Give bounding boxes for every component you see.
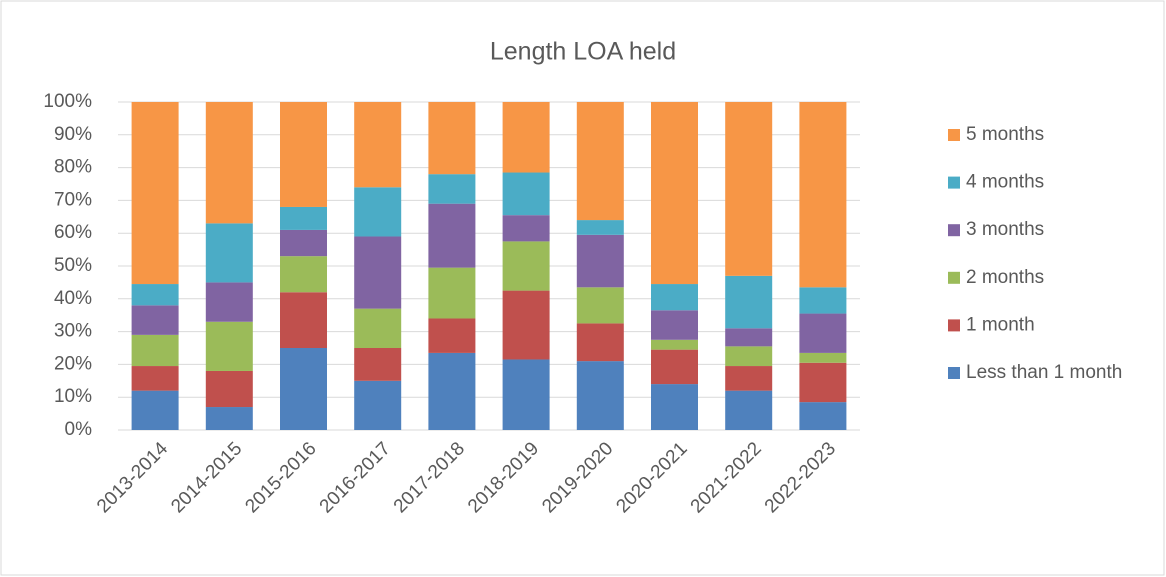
bar-segment [280, 256, 327, 293]
bar-segment [354, 348, 402, 381]
bar-segment [354, 236, 402, 309]
legend-swatch [948, 319, 960, 332]
bar-segment [502, 359, 550, 430]
legend-swatch [948, 367, 960, 379]
bar-segment [428, 352, 476, 430]
bar-segment [205, 282, 253, 322]
bar-segment [576, 234, 624, 288]
legend-label: 2 months [966, 267, 1044, 288]
bar-segment [576, 323, 624, 362]
bar-segment [502, 215, 550, 242]
y-tick-label: 10% [54, 386, 92, 407]
bar-segment [428, 102, 476, 175]
bar-segment [131, 102, 179, 285]
bar-segment [205, 223, 253, 283]
legend-swatch [948, 129, 960, 141]
bar-segment [651, 339, 698, 350]
bar-segment [799, 313, 847, 353]
bar-segment [205, 102, 253, 224]
bar-segment [354, 102, 402, 188]
bar-segment [428, 267, 476, 319]
bar-segment [131, 334, 179, 367]
bar-segment [428, 174, 476, 204]
bar-segment [799, 102, 847, 288]
legend-swatch [948, 224, 960, 237]
y-tick-label: 60% [54, 222, 92, 243]
bar-segment [131, 366, 179, 391]
bar-segment [799, 402, 847, 430]
bar-segment [725, 390, 773, 430]
bar-segment [280, 229, 327, 257]
bar-segment [651, 349, 698, 385]
legend-swatch [948, 271, 960, 284]
y-tick-label: 100% [43, 91, 92, 112]
bar-segment [725, 366, 773, 391]
y-tick-label: 40% [54, 288, 92, 309]
bar-segment [502, 172, 550, 216]
bar-segment [131, 390, 179, 430]
bar-segment [725, 275, 773, 329]
bar-segment [205, 370, 253, 408]
y-tick-label: 90% [54, 124, 92, 145]
bar-segment [131, 284, 179, 306]
bar-segment [354, 380, 402, 430]
bar-segment [280, 206, 327, 230]
bar-segment [428, 203, 476, 268]
bar-segment [651, 384, 698, 430]
bar-segment [725, 328, 773, 347]
y-tick-label: 30% [54, 321, 92, 342]
bar-segment [502, 102, 550, 173]
bar-segment [725, 102, 773, 276]
legend-label: Less than 1 month [966, 362, 1122, 383]
bar-segment [651, 284, 698, 311]
bar-segment [576, 287, 624, 324]
bar-segment [725, 346, 773, 367]
chart-title: Length LOA held [490, 38, 676, 66]
bar-segment [280, 102, 327, 207]
bar-segment [131, 305, 179, 335]
bar-segment [651, 310, 698, 340]
bar-segment [205, 321, 253, 371]
bar-segment [428, 318, 476, 353]
y-tick-label: 80% [54, 157, 92, 178]
legend-label: 1 month [966, 314, 1035, 335]
bar-segment [799, 362, 847, 403]
bar-segment [502, 241, 550, 291]
bar-segment [799, 352, 847, 363]
bar-segment [799, 287, 847, 314]
legend-label: 5 months [966, 124, 1044, 145]
bar-segment [502, 290, 550, 360]
bar-segment [354, 308, 402, 348]
bar-segment [280, 292, 327, 348]
y-tick-label: 70% [54, 189, 92, 210]
bar-segment [205, 407, 253, 430]
legend-label: 3 months [966, 219, 1044, 240]
bar-segment [280, 348, 327, 430]
bar-segment [354, 187, 402, 237]
legend-label: 4 months [966, 172, 1044, 193]
bar-segment [576, 220, 624, 235]
y-tick-label: 20% [54, 353, 92, 374]
bar-segment [576, 361, 624, 430]
y-tick-label: 0% [65, 419, 93, 440]
bar-segment [576, 102, 624, 221]
bar-segment [651, 102, 698, 285]
y-tick-label: 50% [54, 255, 92, 276]
legend-swatch [948, 176, 960, 189]
